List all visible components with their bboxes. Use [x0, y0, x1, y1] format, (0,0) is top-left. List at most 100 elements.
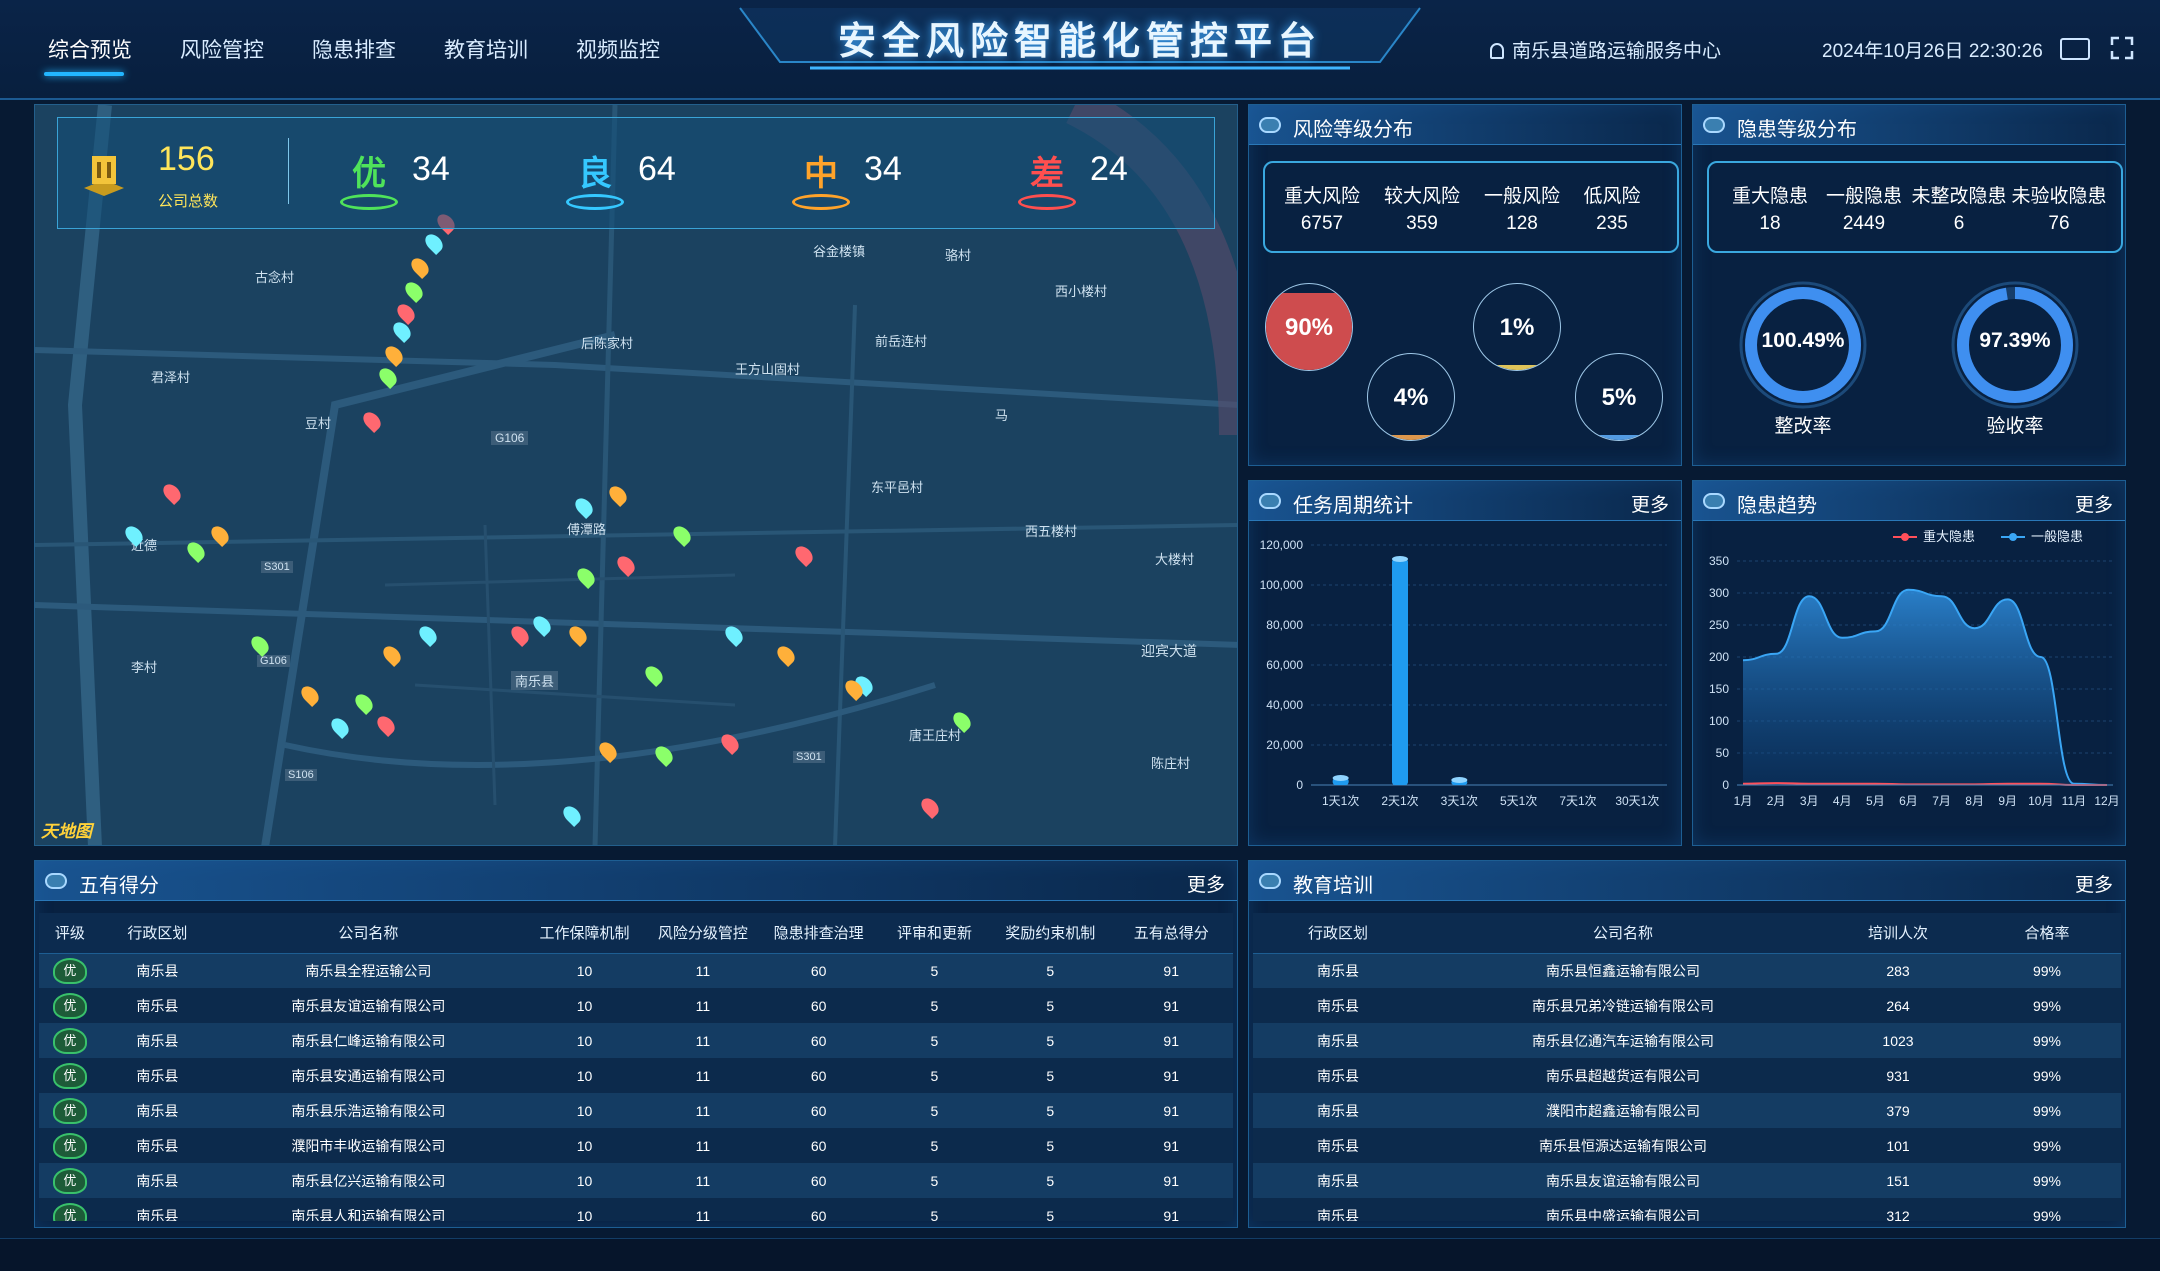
- table-row[interactable]: 优南乐县 南乐县乐浩运输有限公司 10 11 60 5 5 91: [39, 1093, 1233, 1128]
- table-row[interactable]: 优南乐县 南乐县仁峰运输有限公司 10 11 60 5 5 91: [39, 1023, 1233, 1058]
- map-view[interactable]: 古念村 谷金楼镇 骆村 西小楼村 君泽村 后陈家村 王方山固村 前岳连村 豆村 …: [34, 104, 1238, 846]
- place-label: 王方山固村: [735, 362, 801, 377]
- five-score-table-wrap[interactable]: 评级 行政区划 公司名称 工作保障机制 风险分级管控 隐患排查治理 评审和更新 …: [39, 913, 1233, 1221]
- legend-label[interactable]: 重大隐患: [1923, 529, 1975, 544]
- tab-video[interactable]: 视频监控: [576, 39, 660, 62]
- table-cell: 312: [1823, 1198, 1973, 1221]
- table-row[interactable]: 南乐县 南乐县友谊运输有限公司 151 99%: [1253, 1163, 2121, 1198]
- rating-badge: 优: [52, 1027, 87, 1054]
- fullscreen-icon[interactable]: [2110, 36, 2134, 60]
- table-cell: 南乐县: [1253, 988, 1423, 1023]
- table-row[interactable]: 南乐县 南乐县亿通汽车运输有限公司 1023 99%: [1253, 1023, 2121, 1058]
- table-cell: 101: [1823, 1128, 1973, 1163]
- rating-badge: 优: [52, 957, 87, 984]
- table-cell: 99%: [1973, 988, 2121, 1023]
- table-cell: 11: [646, 953, 760, 988]
- table-row[interactable]: 南乐县 南乐县兄弟冷链运输有限公司 264 99%: [1253, 988, 2121, 1023]
- table-cell: 南乐县: [1253, 1093, 1423, 1128]
- grade-value: 24: [1090, 150, 1128, 188]
- task-cycle-panel: 任务周期统计 更多 0 20,000 40,000 60,000 80,000 100,0…: [1248, 480, 1682, 846]
- col-header: 行政区划: [1253, 913, 1423, 954]
- table-row[interactable]: 优南乐县 南乐县安通运输有限公司 10 11 60 5 5 91: [39, 1058, 1233, 1093]
- table-cell: 南乐县: [100, 1163, 214, 1198]
- table-cell: 10: [522, 988, 647, 1023]
- panel-title: 教育培训: [1293, 875, 1373, 897]
- place-label: 后陈家村: [581, 336, 634, 351]
- table-row[interactable]: 优南乐县 南乐县亿兴运输有限公司 10 11 60 5 5 91: [39, 1163, 1233, 1198]
- table-row[interactable]: 优南乐县 南乐县友谊运输有限公司 10 11 60 5 5 91: [39, 988, 1233, 1023]
- rating-badge: 优: [52, 992, 87, 1019]
- risk-level-panel: 风险等级分布 重大风险 较大风险 一般风险 低风险 6757 359 128 2…: [1248, 104, 1682, 466]
- risk-value-general: 128: [1506, 213, 1538, 234]
- tab-risk-control[interactable]: 风险管控: [180, 39, 264, 62]
- panel-header: 教育培训 更多: [1249, 861, 2125, 901]
- place-label: 古念村: [255, 270, 295, 285]
- table-cell: 南乐县友谊运输有限公司: [1423, 1163, 1823, 1198]
- table-row[interactable]: 优南乐县 南乐县全程运输公司 10 11 60 5 5 91: [39, 953, 1233, 988]
- task-cycle-bar-chart: 0 20,000 40,000 60,000 80,000 100,000 120,000 1…: [1260, 538, 1667, 808]
- table-row[interactable]: 优南乐县 濮阳市丰收运输有限公司 10 11 60 5 5 91: [39, 1128, 1233, 1163]
- y-tick-label: 350: [1709, 554, 1729, 568]
- table-row[interactable]: 南乐县 南乐县恒源达运输有限公司 101 99%: [1253, 1128, 2121, 1163]
- y-tick-label: 120,000: [1260, 538, 1304, 552]
- y-tick-label: 20,000: [1266, 738, 1303, 752]
- more-link[interactable]: 更多: [1186, 875, 1225, 896]
- bar[interactable]: [1392, 559, 1408, 785]
- line-series-major[interactable]: [1742, 782, 2107, 786]
- more-link[interactable]: 更多: [2074, 875, 2113, 896]
- place-label: 南乐县: [511, 671, 559, 690]
- table-cell: 南乐县: [1253, 1023, 1423, 1058]
- table-row[interactable]: 南乐县 南乐县超越货运有限公司 931 99%: [1253, 1058, 2121, 1093]
- road-label: S301: [793, 751, 825, 763]
- table-row[interactable]: 南乐县 南乐县中盛运输有限公司 312 99%: [1253, 1198, 2121, 1221]
- more-link[interactable]: 更多: [2074, 495, 2113, 516]
- user-name: 南乐县道路运输服务中心: [1512, 41, 1722, 62]
- legend-label[interactable]: 一般隐患: [2031, 529, 2083, 544]
- ring-outline: [1951, 281, 2079, 409]
- table-cell: 60: [759, 988, 878, 1023]
- panel-title: 风险等级分布: [1293, 119, 1413, 141]
- title-frame-shape: [739, 7, 1421, 70]
- place-label: 西小楼村: [1055, 284, 1108, 299]
- road-label: S106: [285, 769, 317, 781]
- x-tick-label: 11月: [2062, 794, 2086, 808]
- line-series-general[interactable]: [1742, 588, 2108, 786]
- tab-education[interactable]: 教育培训: [444, 39, 528, 62]
- x-tick-label: 7月: [1932, 794, 1951, 808]
- education-table-wrap[interactable]: 行政区划 公司名称 培训人次 合格率 南乐县 南乐县恒鑫运输有限公司 283 99% 南…: [1253, 913, 2121, 1221]
- table-row[interactable]: 优南乐县 南乐县人和运输有限公司 10 11 60 5 5 91: [39, 1198, 1233, 1221]
- table-cell: 5: [877, 1198, 992, 1221]
- hazard-label-unaccepted: 未验收隐患: [2011, 186, 2107, 207]
- table-row[interactable]: 南乐县 南乐县恒鑫运输有限公司 283 99%: [1253, 953, 2121, 988]
- col-header: 五有总得分: [1109, 913, 1233, 954]
- panel-toggle-icon: [1259, 873, 1281, 889]
- table-cell: 南乐县人和运输有限公司: [213, 1198, 523, 1221]
- datetime: 2024年10月26日 22:30:26: [1822, 41, 2043, 62]
- place-label: 大楼村: [1155, 552, 1195, 567]
- more-link[interactable]: 更多: [1630, 495, 1669, 516]
- tab-hazard-check[interactable]: 隐患排查: [312, 39, 396, 62]
- table-cell: 5: [877, 1058, 992, 1093]
- y-tick-label: 300: [1709, 586, 1729, 600]
- x-tick-label: 8月: [1965, 794, 1984, 808]
- panel-title: 五有得分: [79, 875, 159, 897]
- user-icon: [1490, 43, 1504, 59]
- user-info[interactable]: 南乐县道路运输服务中心: [1490, 36, 1721, 63]
- col-header: 工作保障机制: [522, 913, 647, 954]
- screen-icon[interactable]: [2060, 38, 2090, 60]
- panel-toggle-icon: [1703, 493, 1725, 509]
- col-header: 隐患排查治理: [759, 913, 878, 954]
- ring-progress: [1957, 287, 2073, 403]
- table-cell: 5: [991, 1128, 1110, 1163]
- table-cell: 南乐县: [100, 988, 214, 1023]
- y-tick-label: 100: [1709, 714, 1729, 728]
- panel-toggle-icon: [1259, 117, 1281, 133]
- table-cell: 南乐县: [100, 953, 214, 988]
- table-row[interactable]: 南乐县 濮阳市超鑫运输有限公司 379 99%: [1253, 1093, 2121, 1128]
- x-tick-label: 5天1次: [1500, 794, 1537, 808]
- place-label: 前岳连村: [875, 334, 928, 349]
- table-cell: 60: [759, 953, 878, 988]
- grade-base-icon: [1018, 194, 1076, 210]
- tab-overview[interactable]: 综合预览: [48, 39, 132, 62]
- y-tick-label: 40,000: [1266, 698, 1303, 712]
